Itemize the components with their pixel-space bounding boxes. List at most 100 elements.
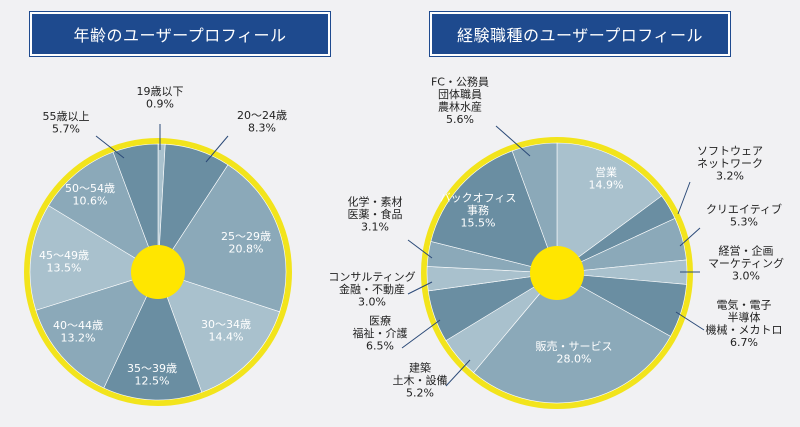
age-value-label-8: 10.6% bbox=[73, 194, 108, 207]
job-category-label-10: 医薬・食品 bbox=[348, 207, 403, 221]
job-category-label-5: 電気・電子 bbox=[717, 297, 772, 311]
job-category-label-12: 団体職員 bbox=[438, 87, 482, 101]
job-label-4: 経営・企画マーケティング 3.0% bbox=[708, 244, 784, 283]
job-category-label-9: 金融・不動産 bbox=[339, 282, 405, 296]
job-label-8: 医療福祉・介護 6.5% bbox=[353, 314, 408, 353]
age-value-label-2: 8.3% bbox=[248, 121, 276, 134]
job-category-label-12: 農林水産 bbox=[438, 99, 482, 113]
job-value-label-6: 28.0% bbox=[557, 352, 592, 365]
job-value-label-9: 3.0% bbox=[358, 296, 386, 309]
age-pie-chart: 19歳以下 0.9% 20〜24歳 8.3% 25〜29歳 20.8% 30〜34歳 14.4… bbox=[24, 85, 292, 406]
job-category-label-12: FC・公務員 bbox=[431, 74, 489, 88]
job-profile-title: 経験職種のユーザープロフィール bbox=[429, 11, 731, 57]
age-category-label-4: 30〜34歳 bbox=[201, 318, 251, 331]
age-label-4: 30〜34歳 14.4% bbox=[201, 318, 251, 344]
job-value-label-5: 6.7% bbox=[730, 336, 758, 349]
job-category-label-7: 土木・設備 bbox=[393, 373, 448, 387]
age-value-label-4: 14.4% bbox=[209, 330, 244, 343]
job-category-label-10: 化学・素材 bbox=[348, 195, 403, 209]
age-label-1: 19歳以下 0.9% bbox=[137, 85, 184, 111]
job-slice-12 bbox=[511, 142, 558, 274]
age-label-5: 35〜39歳 12.5% bbox=[127, 362, 177, 388]
age-label-9: 55歳以上 5.7% bbox=[43, 110, 90, 136]
job-value-label-12: 5.6% bbox=[446, 113, 474, 126]
age-value-label-5: 12.5% bbox=[135, 374, 170, 387]
job-category-label-1: 営業 bbox=[595, 165, 617, 179]
age-category-label-5: 35〜39歳 bbox=[127, 362, 177, 375]
age-label-6: 40〜44歳 13.2% bbox=[53, 319, 103, 345]
age-slice-8 bbox=[48, 151, 159, 273]
job-value-label-8: 6.5% bbox=[366, 340, 394, 353]
job-category-label-2: ネットワーク bbox=[697, 157, 763, 170]
job-leader-line-3 bbox=[679, 227, 701, 247]
job-label-5: 電気・電子半導体機械・メカトロ 6.7% bbox=[706, 297, 783, 349]
job-category-label-8: 医療 bbox=[369, 314, 391, 328]
age-category-label-8: 50〜54歳 bbox=[65, 182, 115, 195]
job-category-label-4: マーケティング bbox=[708, 256, 784, 270]
job-category-label-4: 経営・企画 bbox=[719, 244, 774, 258]
age-slice-5 bbox=[103, 271, 203, 401]
age-value-label-9: 5.7% bbox=[52, 122, 80, 135]
job-outer-ring bbox=[421, 137, 693, 409]
job-category-label-11: 事務 bbox=[467, 203, 489, 217]
job-label-10: 化学・素材医薬・食品 3.1% bbox=[348, 195, 403, 234]
job-value-label-2: 3.2% bbox=[716, 170, 744, 183]
job-category-label-8: 福祉・介護 bbox=[353, 326, 408, 340]
age-value-label-1: 0.9% bbox=[146, 97, 174, 110]
age-slice-3 bbox=[157, 164, 287, 313]
job-label-11: バックオフィス事務 15.5% bbox=[440, 192, 517, 230]
job-leader-line-10 bbox=[407, 239, 433, 259]
job-label-7: 建築土木・設備 5.2% bbox=[393, 361, 448, 400]
job-value-label-10: 3.1% bbox=[361, 221, 389, 234]
age-category-label-1: 19歳以下 bbox=[137, 85, 184, 98]
job-leader-line-12 bbox=[495, 125, 531, 157]
job-leader-line-9 bbox=[407, 281, 433, 295]
job-value-label-4: 3.0% bbox=[732, 270, 760, 283]
age-center-circle bbox=[131, 245, 185, 299]
job-leader-line-8 bbox=[401, 319, 441, 349]
job-slice-11 bbox=[430, 150, 558, 274]
age-label-8: 50〜54歳 10.6% bbox=[65, 182, 115, 208]
age-slice-9 bbox=[112, 143, 159, 273]
job-leader-line-5 bbox=[675, 311, 705, 331]
age-slice-4 bbox=[157, 271, 281, 393]
job-leader-line-7 bbox=[445, 359, 471, 387]
job-label-9: コンサルティング金融・不動産 3.0% bbox=[328, 270, 415, 309]
job-slice-1 bbox=[556, 142, 663, 274]
job-value-label-7: 5.2% bbox=[406, 387, 434, 400]
age-leader-line-2 bbox=[205, 135, 229, 163]
age-value-label-7: 13.5% bbox=[47, 261, 82, 274]
age-profile-title: 年齢のユーザープロフィール bbox=[29, 11, 331, 57]
job-label-1: 営業 14.9% bbox=[589, 165, 624, 192]
job-category-label-6: 販売・サービス bbox=[536, 340, 613, 353]
job-category-label-5: 機械・メカトロ bbox=[706, 322, 783, 336]
age-outer-ring bbox=[24, 138, 292, 406]
job-slice-6 bbox=[473, 272, 671, 404]
age-leader-line-9 bbox=[95, 135, 125, 159]
job-category-label-9: コンサルティング bbox=[328, 270, 415, 284]
job-value-label-1: 14.9% bbox=[589, 178, 624, 191]
job-label-6: 販売・サービス 28.0% bbox=[536, 340, 613, 366]
job-value-label-3: 5.3% bbox=[730, 215, 758, 228]
job-category-label-11: バックオフィス bbox=[440, 192, 517, 205]
job-category-label-3: クリエイティブ bbox=[706, 202, 782, 216]
age-category-label-9: 55歳以上 bbox=[43, 110, 90, 123]
age-label-3: 25〜29歳 20.8% bbox=[221, 230, 271, 256]
job-category-label-2: ソフトウェア bbox=[697, 145, 763, 158]
job-center-circle bbox=[530, 246, 584, 300]
age-category-label-2: 20〜24歳 bbox=[237, 109, 287, 122]
job-label-12: FC・公務員団体職員農林水産 5.6% bbox=[431, 74, 489, 126]
job-pie-chart: 営業 14.9% ソフトウェアネットワーク 3.2% クリエイティブ 5.3% 経営・企画マ… bbox=[328, 74, 784, 409]
age-slice-7 bbox=[29, 205, 159, 311]
age-category-label-3: 25〜29歳 bbox=[221, 230, 271, 243]
age-value-label-3: 20.8% bbox=[229, 242, 264, 255]
job-category-label-5: 半導体 bbox=[728, 310, 761, 324]
age-value-label-6: 13.2% bbox=[61, 331, 96, 344]
job-label-3: クリエイティブ 5.3% bbox=[706, 202, 782, 229]
job-leader-line-2 bbox=[677, 181, 691, 215]
job-label-2: ソフトウェアネットワーク 3.2% bbox=[697, 145, 763, 183]
job-category-label-7: 建築 bbox=[409, 361, 431, 375]
age-label-7: 45〜49歳 13.5% bbox=[39, 249, 89, 275]
age-category-label-7: 45〜49歳 bbox=[39, 249, 89, 262]
